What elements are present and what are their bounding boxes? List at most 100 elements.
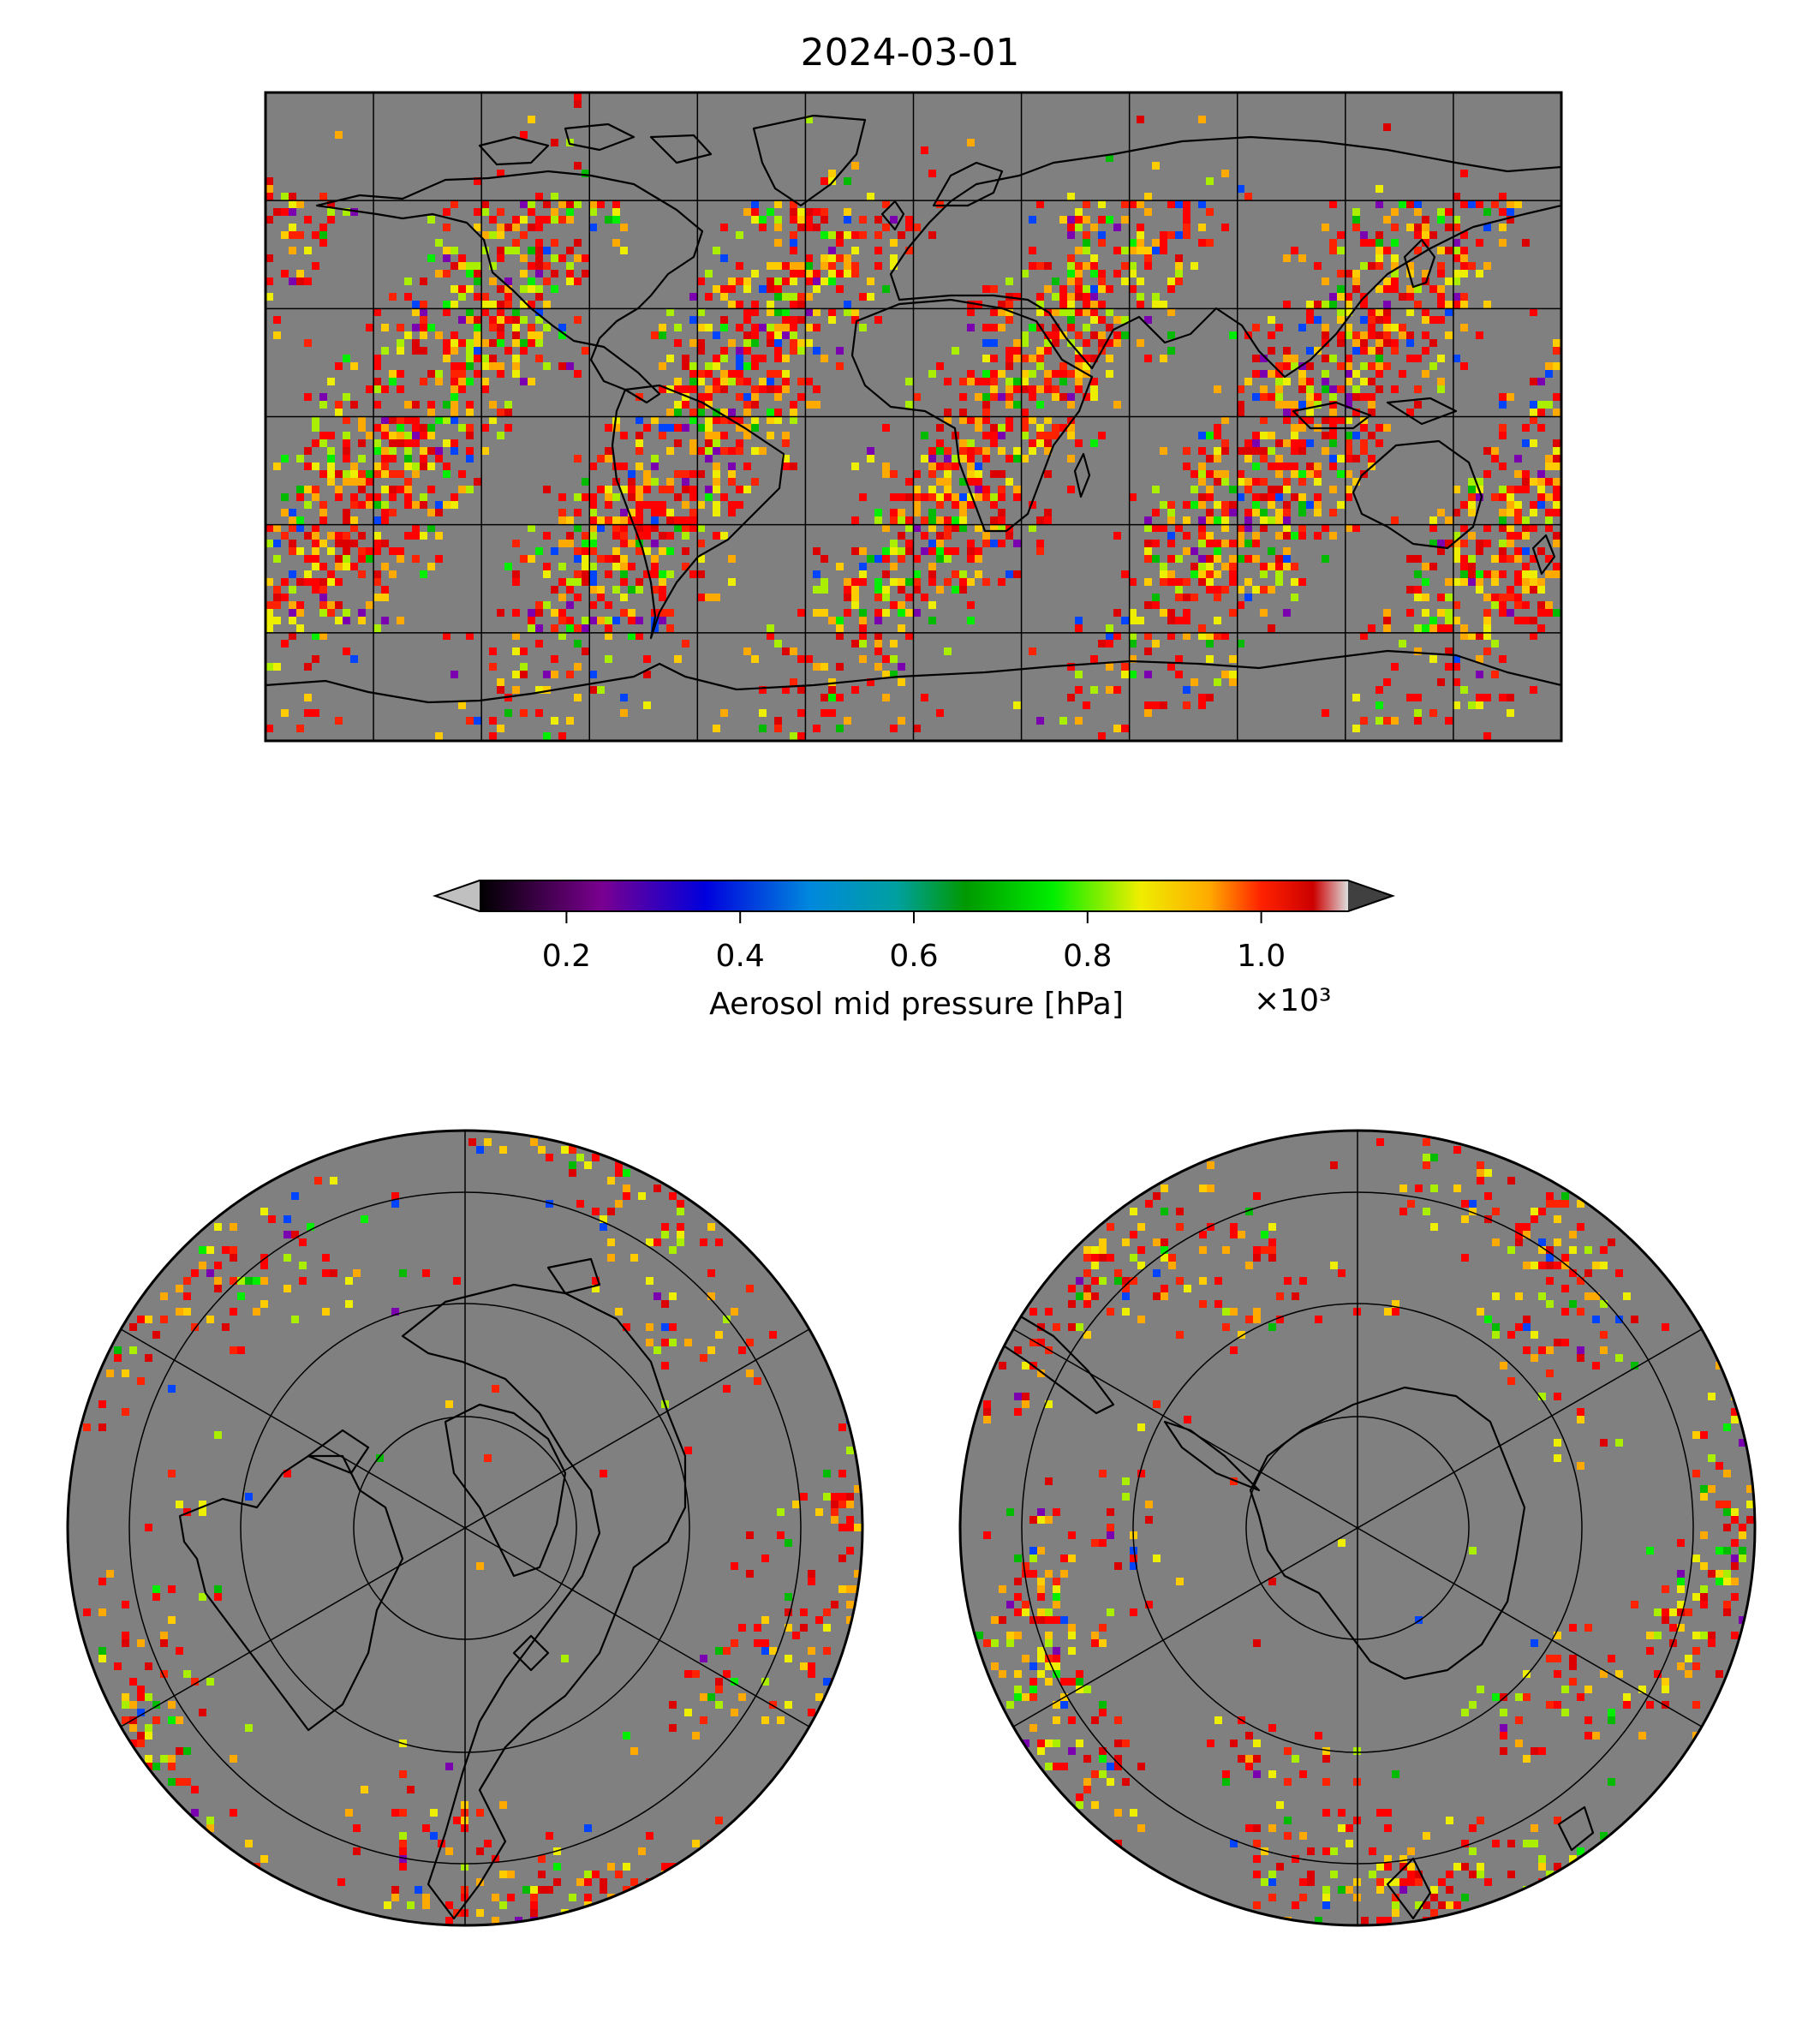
aerosol-cell [1113, 609, 1121, 617]
aerosol-cell [137, 1693, 145, 1701]
aerosol-cell [296, 277, 304, 285]
aerosol-cell [1067, 293, 1075, 301]
aerosol-cell [1144, 647, 1152, 655]
aerosol-cell [1483, 524, 1491, 532]
aerosol-cell [1029, 1693, 1037, 1701]
aerosol-cell [1437, 355, 1445, 362]
aerosol-cell [489, 401, 497, 409]
aerosol-cell [160, 1670, 168, 1678]
aerosol-cell [366, 385, 373, 393]
aerosol-cell [1322, 1747, 1330, 1755]
aerosol-cell [982, 493, 990, 501]
aerosol-cell [1045, 1678, 1053, 1686]
aerosol-cell [1005, 424, 1013, 432]
aerosol-cell [1176, 1208, 1184, 1215]
aerosol-cell [1375, 424, 1383, 432]
aerosol-cell [1183, 200, 1190, 208]
aerosol-cell [381, 617, 389, 624]
aerosol-cell [1322, 277, 1329, 285]
aerosol-cell [1229, 609, 1237, 617]
aerosol-cell [443, 270, 451, 277]
aerosol-cell [443, 501, 451, 509]
aerosol-cell [466, 308, 474, 316]
aerosol-cell [636, 432, 643, 439]
aerosol-cell [1700, 1562, 1708, 1570]
aerosol-cell [653, 1292, 661, 1300]
aerosol-cell [1461, 1863, 1469, 1871]
aerosol-cell [1122, 1308, 1130, 1316]
aerosol-cell [335, 555, 343, 563]
aerosol-cell [605, 486, 612, 493]
aerosol-cell [854, 1570, 862, 1578]
aerosol-cell [659, 385, 666, 393]
aerosol-cell [1160, 609, 1167, 617]
aerosol-cell [1175, 594, 1183, 601]
aerosol-cell [713, 385, 720, 393]
aerosol-cell [1553, 540, 1560, 547]
aerosol-cell [882, 570, 890, 578]
aerosol-cell [1036, 540, 1044, 547]
aerosol-cell [1198, 632, 1206, 640]
aerosol-cell [990, 516, 998, 524]
aerosol-cell [589, 563, 597, 570]
aerosol-cell [1053, 1655, 1060, 1662]
aerosol-cell [1036, 200, 1044, 208]
aerosol-cell [451, 262, 458, 270]
aerosol-cell [1746, 1485, 1754, 1493]
aerosol-cell [520, 671, 528, 678]
aerosol-cell [1167, 532, 1175, 540]
aerosol-cell [304, 694, 312, 701]
aerosol-cell [1098, 640, 1106, 647]
aerosol-cell [1244, 594, 1252, 601]
aerosol-cell [1530, 501, 1537, 509]
aerosol-cell [230, 1809, 237, 1817]
aerosol-cell [928, 547, 936, 555]
aerosol-cell [1145, 1200, 1153, 1208]
aerosol-cell [1068, 1531, 1076, 1539]
aerosol-cell [1438, 1878, 1446, 1886]
aerosol-cell [512, 355, 520, 362]
aerosol-cell [1113, 270, 1121, 277]
aerosol-cell [1514, 501, 1522, 509]
aerosol-cell [389, 432, 397, 439]
aerosol-cell [1161, 1246, 1168, 1254]
aerosol-cell [1329, 416, 1337, 424]
aerosol-cell [1322, 1901, 1330, 1909]
aerosol-cell [1253, 1639, 1261, 1647]
aerosol-cell [373, 540, 381, 547]
aerosol-cell [1453, 239, 1460, 247]
aerosol-cell [1013, 347, 1021, 355]
aerosol-cell [797, 224, 805, 231]
aerosol-cell [736, 393, 743, 401]
aerosol-cell [1476, 493, 1483, 501]
aerosol-cell [689, 409, 697, 416]
aerosol-cell [1445, 301, 1453, 308]
aerosol-cell [551, 216, 558, 224]
aerosol-cell [767, 624, 774, 632]
aerosol-cell [1322, 1894, 1330, 1901]
aerosol-cell [1067, 254, 1075, 262]
aerosol-cell [653, 1238, 661, 1246]
aerosol-cell [512, 370, 520, 378]
aerosol-cell [697, 501, 705, 509]
aerosol-cell [504, 247, 512, 254]
aerosol-cell [1229, 331, 1237, 339]
aerosol-cell [584, 1871, 592, 1878]
aerosol-cell [1422, 224, 1429, 231]
aerosol-cell [898, 624, 905, 632]
aerosol-cell [1537, 478, 1545, 486]
aerosol-cell [427, 370, 435, 378]
aerosol-cell [1546, 1200, 1554, 1208]
aerosol-cell [319, 632, 327, 640]
aerosol-cell [589, 547, 597, 555]
aerosol-cell [512, 647, 520, 655]
aerosol-cell [728, 509, 736, 516]
aerosol-cell [551, 239, 558, 247]
aerosol-cell [1577, 1346, 1584, 1354]
aerosol-cell [959, 447, 967, 455]
aerosol-cell [1538, 1393, 1546, 1400]
aerosol-cell [836, 362, 844, 370]
aerosol-cell [535, 640, 543, 647]
aerosol-cell [281, 578, 289, 586]
aerosol-cell [1021, 270, 1029, 277]
